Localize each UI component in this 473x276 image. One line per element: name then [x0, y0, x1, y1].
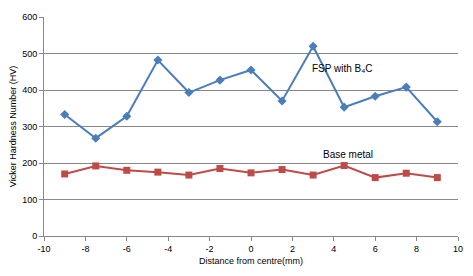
svg-text:2: 2 — [290, 244, 295, 254]
svg-text:200: 200 — [22, 158, 37, 168]
svg-text:-4: -4 — [164, 244, 172, 254]
svg-text:500: 500 — [22, 49, 37, 59]
svg-text:FSP with B₄C: FSP with B₄C — [312, 63, 373, 74]
svg-text:400: 400 — [22, 85, 37, 95]
svg-text:-2: -2 — [206, 244, 214, 254]
svg-text:300: 300 — [22, 122, 37, 132]
svg-text:100: 100 — [22, 195, 37, 205]
svg-text:Distance from centre(mm): Distance from centre(mm) — [199, 256, 303, 266]
svg-text:-8: -8 — [81, 244, 89, 254]
svg-text:600: 600 — [22, 12, 37, 22]
svg-text:0: 0 — [248, 244, 253, 254]
svg-text:-10: -10 — [37, 244, 50, 254]
svg-text:Base metal: Base metal — [323, 149, 373, 160]
svg-text:6: 6 — [373, 244, 378, 254]
svg-text:Vicker Hardness Number (HV): Vicker Hardness Number (HV) — [8, 66, 18, 187]
svg-text:4: 4 — [331, 244, 336, 254]
svg-text:10: 10 — [453, 244, 463, 254]
svg-text:-6: -6 — [123, 244, 131, 254]
svg-text:0: 0 — [32, 231, 37, 241]
svg-text:8: 8 — [414, 244, 419, 254]
